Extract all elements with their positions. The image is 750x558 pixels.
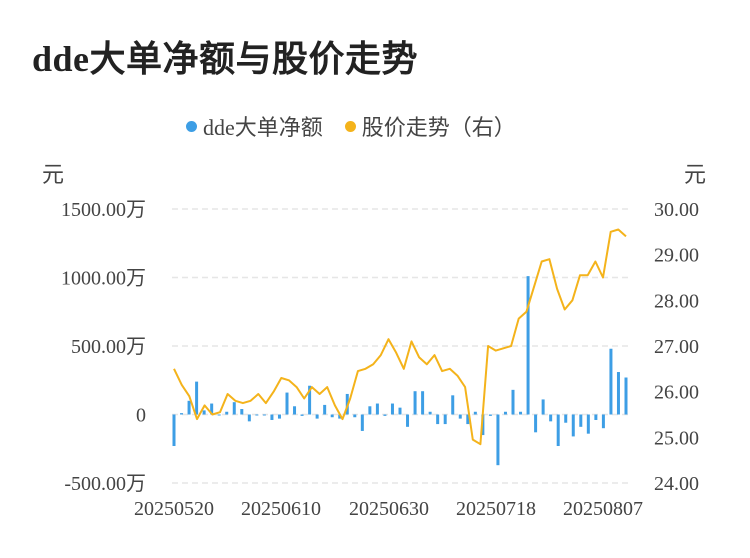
line-series — [173, 228, 627, 446]
bar — [330, 414, 334, 418]
bar — [616, 372, 620, 415]
left-tick-label: 1500.00万 — [61, 199, 146, 221]
bar — [210, 403, 214, 415]
bar — [360, 414, 364, 431]
left-tick-label: 1000.00万 — [61, 268, 146, 290]
bar — [247, 414, 251, 422]
x-tick-label: 20250520 — [134, 498, 214, 520]
price-line — [173, 228, 627, 446]
left-tick-label: -500.00万 — [64, 473, 146, 495]
chart-title: dde大单净额与股价走势 — [32, 39, 419, 79]
left-tick-label: 500.00万 — [71, 336, 146, 358]
bar — [293, 406, 297, 415]
bar — [187, 400, 191, 415]
bar — [172, 414, 176, 447]
bar — [232, 402, 236, 415]
bar — [436, 414, 440, 425]
right-tick-label: 28.00 — [654, 290, 699, 312]
bar — [586, 414, 590, 434]
bar — [488, 414, 492, 416]
bar — [240, 409, 244, 415]
bar — [390, 403, 394, 415]
legend-item-price[interactable]: 股价走势（右） — [344, 110, 516, 142]
bar — [601, 414, 605, 429]
x-tick-label: 20250718 — [456, 498, 536, 520]
right-tick-label: 24.00 — [654, 473, 699, 495]
bar — [202, 410, 206, 415]
right-tick-label: 25.00 — [654, 427, 699, 449]
x-tick-label: 20250610 — [241, 498, 321, 520]
x-tick-label: 20250630 — [349, 498, 429, 520]
bar — [473, 411, 477, 415]
bar — [353, 414, 357, 418]
bar — [368, 406, 372, 415]
bar — [534, 414, 538, 433]
bar — [579, 414, 583, 427]
bar — [496, 414, 500, 466]
bar — [255, 414, 259, 416]
bar — [277, 414, 281, 419]
bar — [549, 414, 553, 422]
bar-series — [172, 276, 628, 466]
right-tick-label: 27.00 — [654, 336, 699, 358]
left-axis-ticks: 1500.00万 1000.00万 500.00万 0 -500.00万 — [61, 199, 146, 495]
right-tick-label: 26.00 — [654, 382, 699, 404]
left-axis-unit: 元 — [42, 162, 65, 187]
bar — [526, 276, 530, 415]
legend-dot-dde — [186, 120, 197, 132]
bar — [503, 411, 507, 415]
bar — [451, 395, 455, 415]
bar — [571, 414, 575, 437]
bar — [443, 414, 447, 425]
bar — [300, 414, 304, 416]
bar — [338, 414, 342, 419]
bar — [315, 414, 319, 419]
right-axis-unit: 元 — [684, 162, 707, 187]
left-tick-label: 0 — [136, 405, 146, 427]
legend-item-dde[interactable]: dde大单净额 — [186, 110, 323, 142]
right-tick-label: 29.00 — [654, 245, 699, 267]
legend-label-price: 股价走势（右） — [361, 115, 516, 140]
bar — [511, 389, 515, 415]
bar — [556, 414, 560, 447]
right-tick-label: 30.00 — [654, 199, 699, 221]
x-axis-ticks: 20250520 20250610 20250630 20250718 20250807 — [134, 498, 643, 520]
legend: dde大单净额 股价走势（右） — [186, 110, 538, 142]
bar — [406, 414, 410, 427]
bar — [217, 414, 221, 416]
bar — [383, 414, 387, 416]
bar — [413, 391, 417, 415]
bar — [564, 414, 568, 423]
bar — [262, 414, 266, 416]
legend-label-dde: dde大单净额 — [203, 115, 323, 140]
bar — [609, 348, 613, 415]
bar — [270, 414, 274, 420]
bar — [195, 381, 199, 415]
bar — [624, 377, 628, 415]
bar — [458, 414, 462, 419]
bar — [180, 413, 184, 415]
bar — [225, 411, 229, 415]
bar — [519, 411, 523, 415]
bar — [428, 411, 432, 415]
bar — [466, 414, 470, 425]
bar — [541, 399, 545, 415]
bar — [421, 391, 425, 415]
bar — [375, 403, 379, 415]
bar — [285, 392, 289, 415]
x-tick-label: 20250807 — [563, 498, 643, 520]
bar — [308, 385, 312, 415]
legend-dot-price — [344, 120, 356, 132]
bar — [594, 414, 598, 420]
bar — [398, 407, 402, 415]
bar — [323, 404, 327, 415]
right-axis-ticks: 30.00 29.00 28.00 27.00 26.00 25.00 24.00 — [654, 199, 699, 495]
